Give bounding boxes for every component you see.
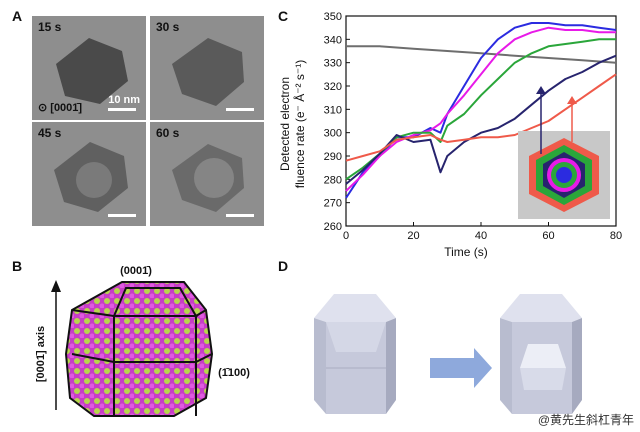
frame-time: 45 s [38, 126, 62, 140]
zone-axis-text: [0001̄] [50, 102, 83, 114]
x-tick-label: 60 [542, 230, 554, 242]
scale-bar [108, 214, 136, 217]
panel-d-label: D [278, 258, 289, 274]
y-tick-label: 300 [324, 128, 342, 140]
scale-bar [226, 108, 254, 111]
shape-evolution-diagram [314, 294, 582, 414]
frame-time: 30 s [156, 20, 180, 34]
x-axis-label: Time (s) [444, 245, 488, 259]
axis-arrow-head [51, 280, 61, 292]
axis-label: [0001̄] axis [35, 326, 47, 382]
crystal-model: [0001̄] axis (0001̄) (1̄100) [35, 265, 250, 417]
frame-time: 15 s [38, 20, 62, 34]
particle-image [172, 144, 244, 212]
x-tick-label: 80 [610, 230, 622, 242]
zone-axis-icon: ⊙ [38, 102, 48, 114]
y-tick-label: 260 [324, 221, 342, 233]
series-line-magenta [345, 26, 616, 192]
tem-frame-30s: 30 s [150, 16, 264, 120]
inset-hexagon-schematic [518, 86, 610, 219]
side-facet-label: (1̄100) [218, 367, 250, 379]
chart-axes: 0 20 40 60 80 260 270 280 290 300 310 320 330 340 350 [324, 11, 622, 242]
series-line-navy [345, 54, 617, 185]
tem-frame-60s: 60 s [150, 122, 264, 226]
x-tick-label: 40 [475, 230, 487, 242]
particle-image [56, 38, 128, 104]
tem-frame-15s: 15 s 10 nm ⊙ [0001̄] [32, 16, 146, 120]
x-tick-label: 0 [343, 230, 349, 242]
x-tick-label: 20 [407, 230, 419, 242]
series-line-green [345, 38, 616, 181]
chart-lines [345, 22, 617, 199]
series-line-red [345, 73, 617, 162]
scale-bar [226, 214, 254, 217]
watermark: @黄先生斜杠青年 [537, 413, 634, 427]
y-axis-label-line2: fluence rate (e⁻ Å⁻² s⁻¹) [292, 60, 307, 188]
zone-axis-label: ⊙ [0001̄] [38, 101, 82, 114]
fluence-rate-chart: 0 20 40 60 80260270280290300310320330340350 … [278, 11, 622, 259]
scale-bar [108, 108, 136, 111]
y-tick-label: 310 [324, 104, 342, 116]
panel-b-label: B [12, 258, 23, 274]
y-axis-label-line1: Detected electron [278, 77, 292, 171]
particle-image [172, 38, 244, 106]
panel-a-label: A [12, 8, 23, 24]
hollow-polyhedron [500, 294, 582, 414]
arrow-icon [430, 348, 492, 388]
y-tick-label: 270 [324, 198, 342, 210]
y-tick-label: 320 [324, 81, 342, 93]
y-tick-label: 280 [324, 174, 342, 186]
y-tick-label: 290 [324, 151, 342, 163]
solid-polyhedron [314, 294, 396, 414]
panel-c-label: C [278, 8, 289, 24]
y-tick-label: 330 [324, 58, 342, 70]
y-tick-label: 350 [324, 11, 342, 23]
scale-bar-label: 10 nm [108, 94, 140, 106]
particle-image [54, 142, 128, 212]
tem-frame-45s: 45 s [32, 122, 146, 226]
top-facet-label: (0001̄) [120, 265, 152, 277]
frame-time: 60 s [156, 126, 180, 140]
y-tick-label: 340 [324, 34, 342, 46]
series-line-gray [346, 45, 617, 64]
